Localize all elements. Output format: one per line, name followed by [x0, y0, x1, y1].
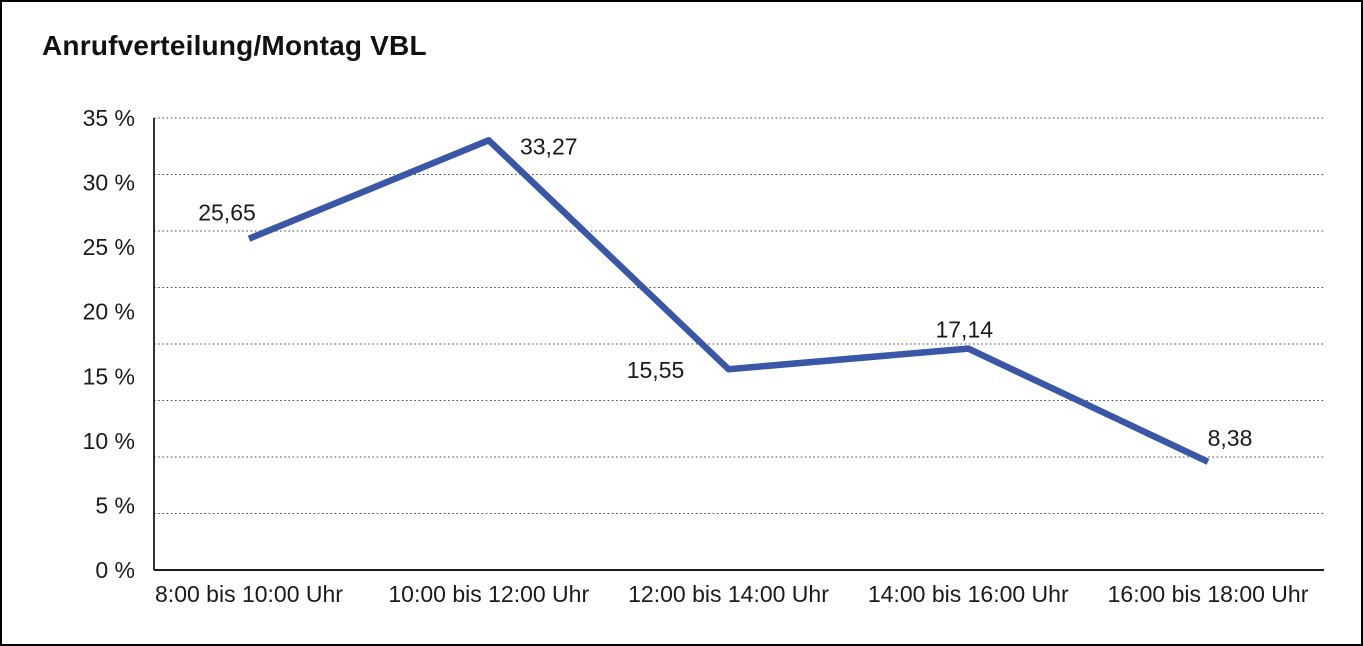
y-tick-label: 0 %: [95, 557, 135, 583]
y-tick-label: 25 %: [83, 234, 135, 260]
x-category-label: 12:00 bis 14:00 Uhr: [628, 581, 829, 607]
point-value-label: 8,38: [1208, 425, 1253, 451]
point-value-label: 25,65: [198, 200, 256, 226]
y-tick-label: 5 %: [95, 492, 135, 518]
y-tick-label: 30 %: [83, 170, 135, 196]
y-tick-label: 10 %: [83, 428, 135, 454]
x-category-label: 10:00 bis 12:00 Uhr: [388, 581, 589, 607]
point-value-label: 33,27: [520, 133, 578, 159]
x-category-label: 16:00 bis 18:00 Uhr: [1108, 581, 1309, 607]
series-line: [247, 137, 1210, 465]
chart-title: Anrufverteilung/Montag VBL: [42, 30, 427, 61]
x-category-label: 8:00 bis 10:00 Uhr: [155, 581, 343, 607]
x-category-label: 14:00 bis 16:00 Uhr: [868, 581, 1069, 607]
y-tick-label: 15 %: [83, 363, 135, 389]
y-tick-label: 35 %: [83, 105, 135, 131]
point-value-label: 15,55: [627, 357, 685, 383]
point-value-label: 17,14: [935, 317, 993, 343]
y-tick-label: 20 %: [83, 299, 135, 325]
